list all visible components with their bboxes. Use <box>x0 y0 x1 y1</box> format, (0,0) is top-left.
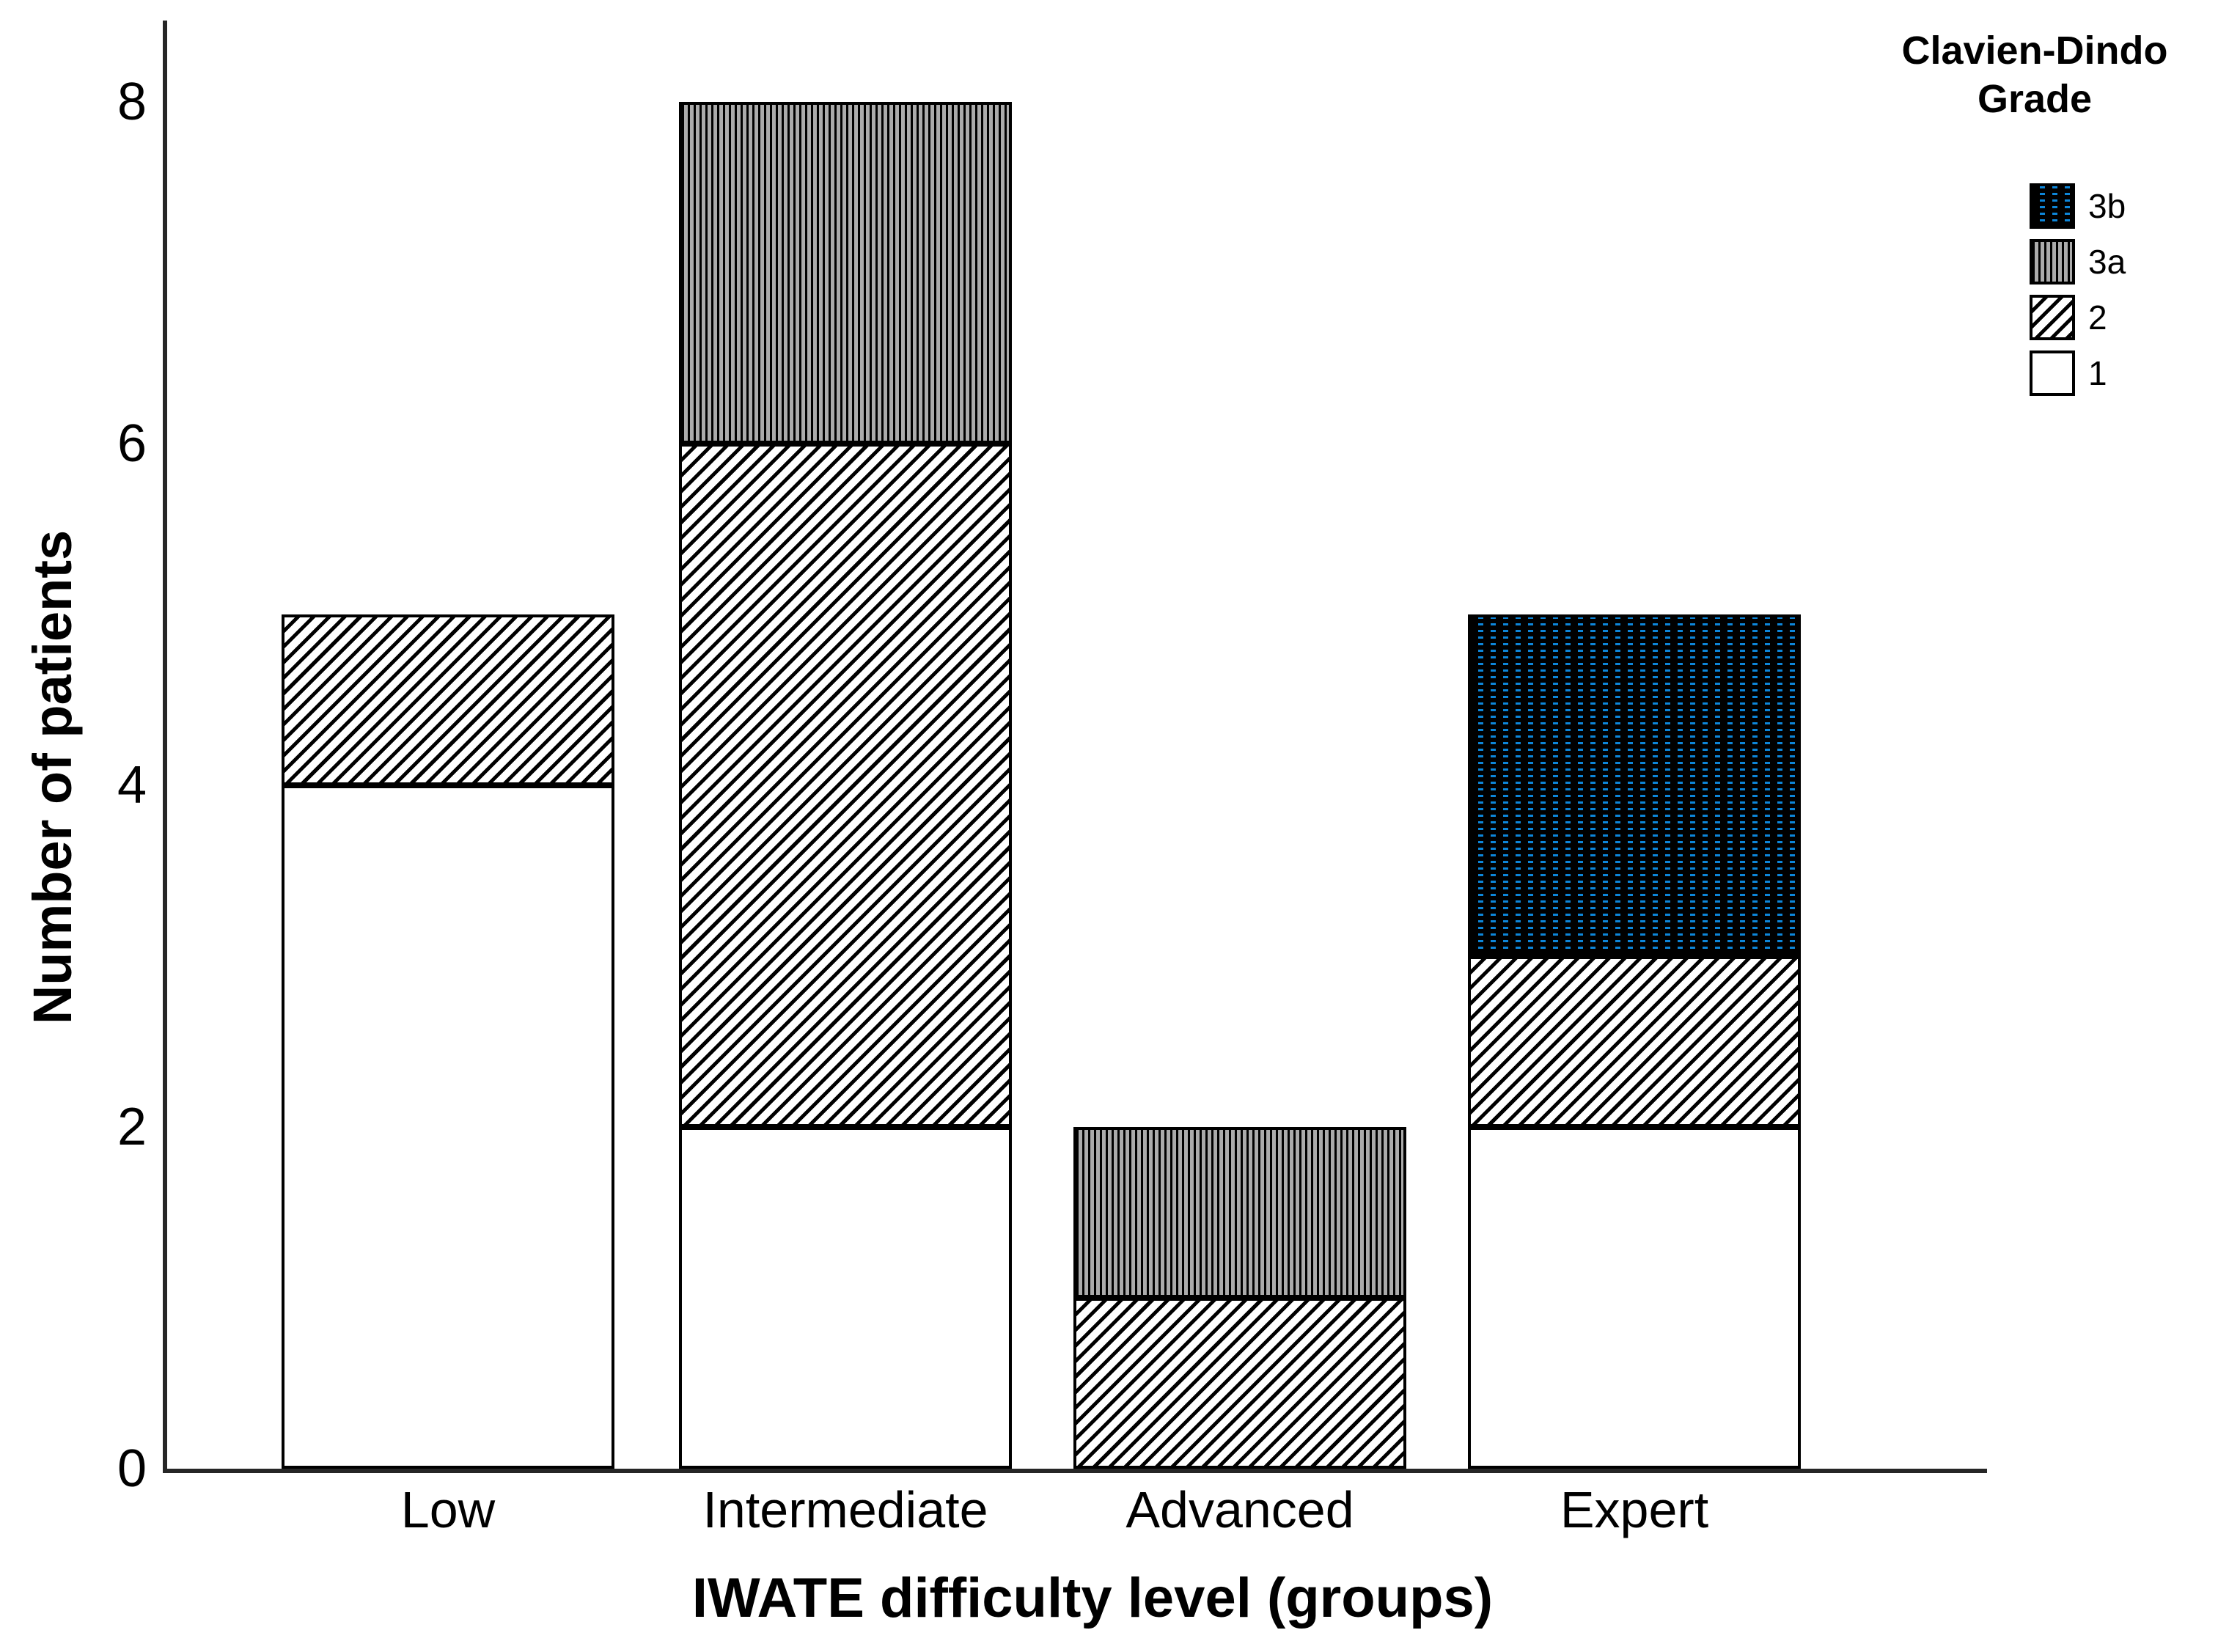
bar-segment-expert-grade-3b <box>1468 614 1801 956</box>
bar-segment-expert-grade-1 <box>1468 1127 1801 1469</box>
legend-entry-label: 2 <box>2088 298 2107 337</box>
legend-swatch-3a <box>2030 239 2075 284</box>
x-axis-tick-label: Expert <box>1560 1481 1709 1538</box>
legend-title-line-1: Clavien-Dindo <box>1901 29 2168 73</box>
x-axis-tick-label: Intermediate <box>702 1481 988 1538</box>
bar-segment-intermediate-grade-2 <box>679 444 1012 1127</box>
legend-swatch-3b <box>2030 183 2075 229</box>
x-axis-line <box>163 1469 1987 1473</box>
legend-entry-label: 3b <box>2088 187 2126 225</box>
legend-swatch-1 <box>2030 350 2075 396</box>
bar-segment-low-grade-1 <box>282 785 614 1469</box>
bar-segment-low-grade-2 <box>282 614 614 785</box>
x-axis-tick-label: Advanced <box>1125 1481 1354 1538</box>
x-axis-title: IWATE difficulty level (groups) <box>691 1567 1494 1629</box>
y-axis-tick-label: 4 <box>117 756 147 815</box>
legend-entry-label: 3a <box>2088 243 2126 281</box>
y-axis-tick-label: 8 <box>117 73 147 131</box>
bar-segment-expert-grade-2 <box>1468 956 1801 1127</box>
bar-segment-intermediate-grade-3a <box>679 102 1012 444</box>
y-axis-tick-label: 2 <box>117 1098 147 1156</box>
legend-swatch-2 <box>2030 295 2075 340</box>
bar-segment-advanced-grade-2 <box>1073 1298 1406 1469</box>
bar-segment-intermediate-grade-1 <box>679 1127 1012 1469</box>
x-axis-tick-label: Low <box>400 1481 496 1538</box>
y-axis-tick-label: 0 <box>117 1439 147 1498</box>
y-axis-line <box>163 21 167 1473</box>
bar-segment-advanced-grade-3a <box>1073 1127 1406 1298</box>
legend-entry-label: 1 <box>2088 354 2107 392</box>
y-axis-tick-label: 6 <box>117 414 147 473</box>
legend-title-line-2: Grade <box>1977 77 2093 121</box>
